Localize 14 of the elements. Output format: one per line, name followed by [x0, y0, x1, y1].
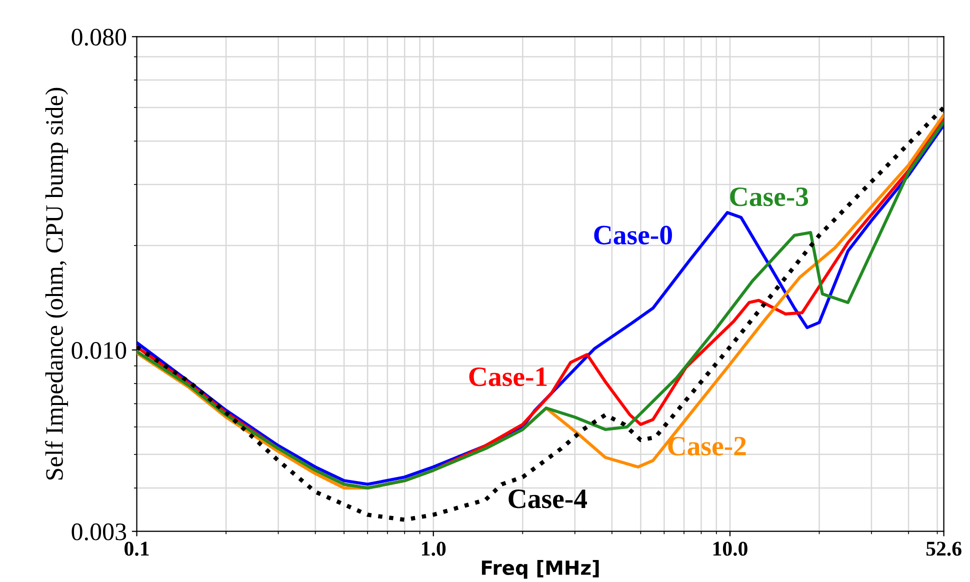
- series-label: Case-0: [594, 226, 672, 244]
- x-tick-label: 10.0: [713, 542, 748, 556]
- x-tick-label: 52.6: [926, 542, 962, 556]
- x-tick-label: 1.0: [422, 542, 446, 556]
- series-label: Case-1: [469, 367, 547, 386]
- series-label: Case-4: [508, 490, 588, 508]
- y-tick-label: 0.010: [72, 342, 126, 359]
- series-label: Case-3: [730, 188, 808, 206]
- x-tick-label: 0.1: [124, 542, 149, 556]
- y-tick-label: 0.080: [72, 28, 126, 46]
- y-tick-label: 0.003: [72, 523, 126, 540]
- series-label: Case-2: [668, 436, 746, 456]
- y-axis-title: Self Impedance (ohm, CPU bump side): [45, 88, 68, 480]
- x-axis-title: Freq [MHz]: [482, 560, 599, 579]
